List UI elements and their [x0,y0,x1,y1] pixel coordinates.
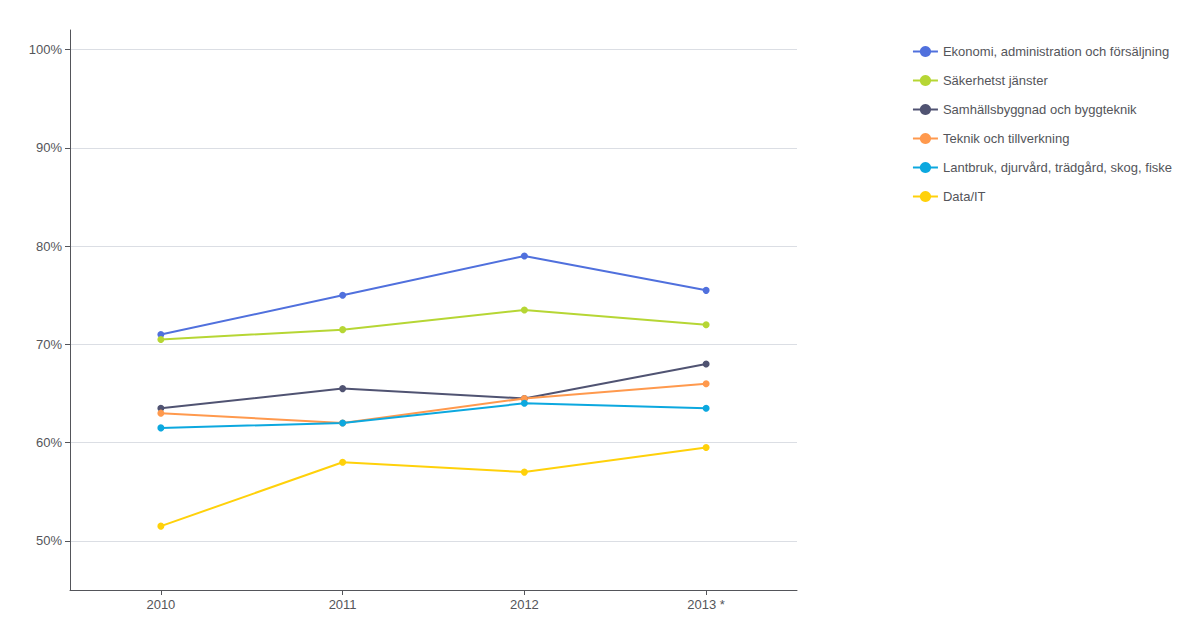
svg-text:Samhällsbyggnad och byggteknik: Samhällsbyggnad och byggteknik [943,102,1137,117]
svg-text:Lantbruk, djurvård, trädgård,: Lantbruk, djurvård, trädgård, skog, fisk… [943,160,1172,175]
svg-text:2012: 2012 [510,597,539,612]
svg-text:100%: 100% [29,42,63,57]
svg-text:Teknik och tillverkning: Teknik och tillverkning [943,131,1069,146]
svg-text:2010: 2010 [146,597,175,612]
svg-text:Ekonomi, administration och fö: Ekonomi, administration och försäljning [943,44,1169,59]
svg-text:50%: 50% [36,533,62,548]
svg-text:70%: 70% [36,337,62,352]
svg-text:Säkerhetst jänster: Säkerhetst jänster [943,73,1048,88]
svg-text:60%: 60% [36,435,62,450]
svg-text:80%: 80% [36,239,62,254]
svg-text:90%: 90% [36,140,62,155]
svg-text:2011: 2011 [329,597,357,612]
svg-text:Data/IT: Data/IT [943,189,986,204]
svg-text:2013 *: 2013 * [687,597,725,612]
